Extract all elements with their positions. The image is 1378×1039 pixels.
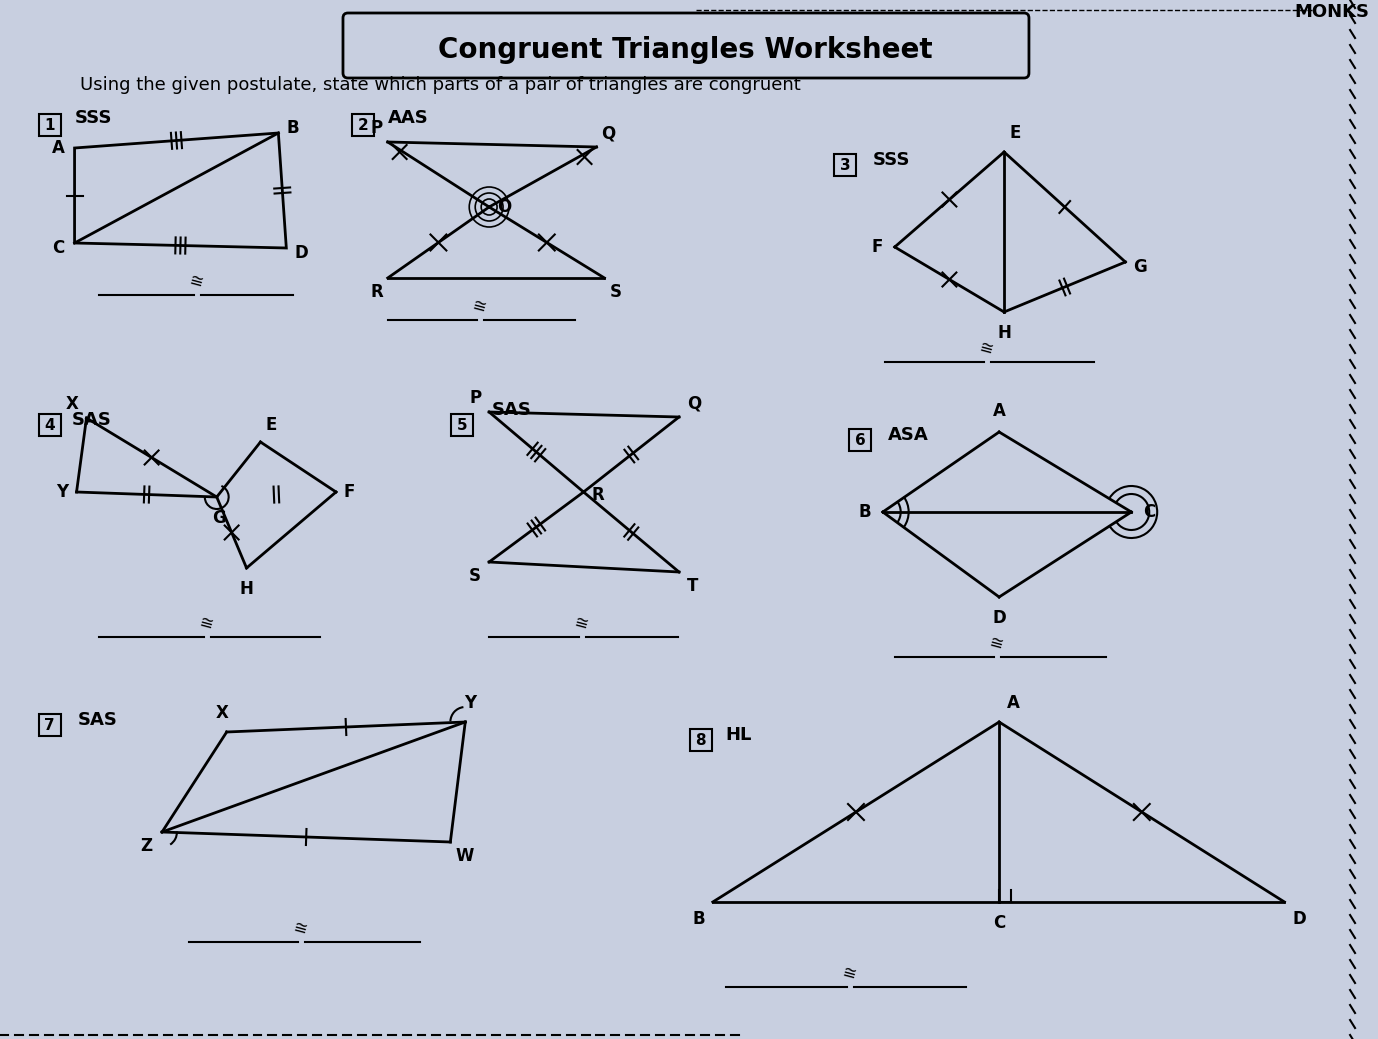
Text: G: G	[212, 509, 226, 527]
Text: X: X	[215, 704, 229, 722]
Text: 1: 1	[44, 117, 55, 133]
Text: ≅: ≅	[187, 271, 205, 292]
Text: R: R	[371, 283, 383, 301]
Text: D: D	[295, 244, 309, 262]
Text: G: G	[1133, 258, 1146, 276]
Text: AAS: AAS	[387, 109, 429, 127]
FancyBboxPatch shape	[343, 14, 1029, 78]
Text: A: A	[992, 402, 1006, 420]
FancyBboxPatch shape	[39, 114, 61, 136]
Text: X: X	[66, 395, 79, 412]
Text: S: S	[609, 283, 621, 301]
Text: 6: 6	[854, 432, 865, 448]
Text: P: P	[469, 389, 481, 407]
Text: D: D	[992, 609, 1006, 627]
Text: O: O	[497, 198, 511, 216]
Text: H: H	[998, 324, 1011, 342]
FancyBboxPatch shape	[39, 714, 61, 736]
Text: SSS: SSS	[872, 151, 911, 169]
Text: Using the given postulate, state which parts of a pair of triangles are congruen: Using the given postulate, state which p…	[80, 76, 801, 94]
Text: HL: HL	[726, 726, 752, 744]
FancyBboxPatch shape	[39, 414, 61, 436]
Text: ≅: ≅	[987, 633, 1005, 654]
Text: 3: 3	[839, 158, 850, 172]
Text: Q: Q	[688, 394, 701, 412]
Text: Z: Z	[141, 837, 152, 855]
Text: Congruent Triangles Worksheet: Congruent Triangles Worksheet	[438, 36, 933, 64]
Text: A: A	[1007, 694, 1020, 712]
Text: 7: 7	[44, 718, 55, 732]
Text: SSS: SSS	[74, 109, 112, 127]
Text: T: T	[688, 577, 699, 595]
Text: P: P	[371, 119, 383, 137]
Text: SAS: SAS	[77, 711, 117, 729]
Text: F: F	[871, 238, 883, 256]
Text: SAS: SAS	[492, 401, 532, 419]
Text: B: B	[287, 119, 299, 137]
Text: B: B	[858, 503, 871, 521]
FancyBboxPatch shape	[690, 729, 712, 751]
Text: D: D	[1293, 910, 1306, 928]
Text: 8: 8	[696, 732, 706, 747]
FancyBboxPatch shape	[849, 429, 871, 451]
Text: ≅: ≅	[291, 918, 309, 939]
Text: 2: 2	[357, 117, 368, 133]
Text: ≅: ≅	[572, 613, 590, 634]
Text: ≅: ≅	[197, 613, 215, 634]
Text: ASA: ASA	[887, 426, 929, 444]
FancyBboxPatch shape	[351, 114, 373, 136]
Text: C: C	[994, 914, 1006, 932]
Text: ≅: ≅	[841, 963, 858, 984]
FancyBboxPatch shape	[834, 154, 856, 176]
Text: SAS: SAS	[72, 411, 112, 429]
Text: A: A	[52, 139, 65, 157]
Text: Y: Y	[464, 694, 477, 712]
Text: MONKS: MONKS	[1295, 3, 1370, 21]
FancyBboxPatch shape	[452, 414, 473, 436]
Text: E: E	[266, 416, 277, 434]
Text: C: C	[52, 239, 65, 257]
Text: R: R	[591, 486, 605, 504]
Text: ≅: ≅	[977, 338, 995, 359]
Text: E: E	[1009, 124, 1021, 142]
Text: B: B	[692, 910, 706, 928]
Text: W: W	[455, 847, 474, 865]
Text: H: H	[240, 580, 254, 598]
Text: S: S	[469, 567, 481, 585]
Text: ≅: ≅	[470, 296, 488, 317]
Text: Q: Q	[601, 124, 616, 142]
Text: C: C	[1144, 503, 1156, 521]
Text: 4: 4	[44, 418, 55, 432]
Text: F: F	[344, 483, 356, 501]
Text: 5: 5	[457, 418, 467, 432]
Text: Y: Y	[56, 483, 69, 501]
